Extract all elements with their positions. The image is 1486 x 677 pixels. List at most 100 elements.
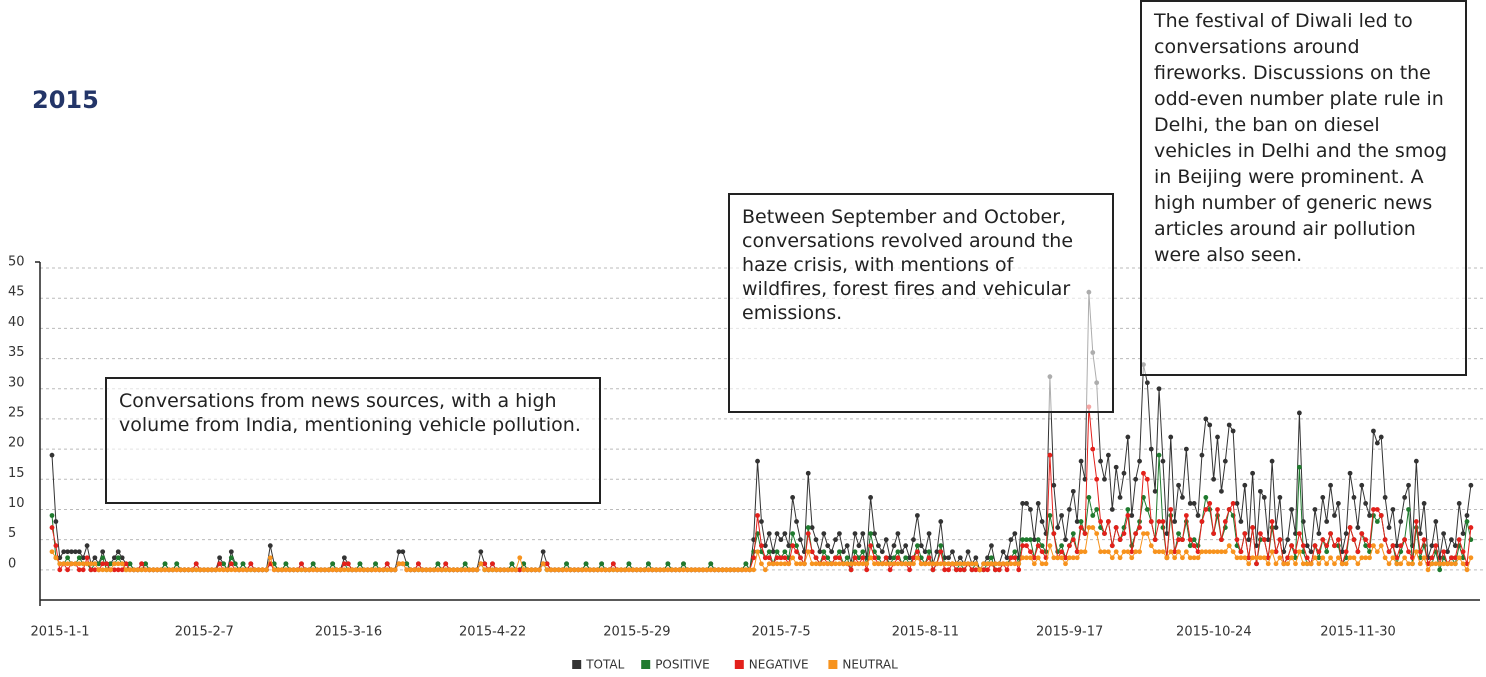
- data-point: [1386, 525, 1392, 530]
- data-point: [1425, 567, 1431, 573]
- data-point: [1020, 501, 1026, 506]
- data-point: [1406, 561, 1411, 567]
- data-point: [1398, 519, 1404, 524]
- data-point: [1156, 386, 1162, 392]
- data-point: [100, 555, 106, 561]
- data-point: [1133, 476, 1139, 482]
- data-point: [801, 561, 807, 567]
- data-point: [1460, 531, 1466, 537]
- data-point: [926, 555, 932, 561]
- data-point: [564, 561, 569, 567]
- data-point: [1066, 507, 1072, 512]
- x-tick-label: 2015-5-29: [603, 625, 670, 640]
- data-point: [1464, 519, 1470, 524]
- data-point: [338, 567, 343, 573]
- data-point: [1039, 561, 1045, 567]
- data-point: [1191, 555, 1197, 561]
- data-point: [1378, 434, 1384, 440]
- data-point: [1074, 555, 1080, 561]
- data-point: [1160, 458, 1166, 464]
- data-point: [1207, 549, 1213, 555]
- data-point: [186, 567, 191, 573]
- data-point: [302, 567, 308, 573]
- data-point: [478, 561, 484, 567]
- data-point: [1028, 507, 1033, 512]
- data-point: [1105, 549, 1111, 555]
- data-point: [80, 555, 86, 561]
- data-point: [166, 567, 172, 573]
- data-point: [992, 561, 998, 567]
- data-point: [1199, 519, 1205, 524]
- data-point: [583, 567, 589, 573]
- data-point: [1090, 513, 1096, 518]
- data-point: [1363, 501, 1369, 506]
- data-point: [1452, 543, 1458, 549]
- data-point: [774, 555, 780, 561]
- data-point: [782, 531, 788, 537]
- data-point: [903, 543, 909, 549]
- data-point: [922, 561, 928, 567]
- data-point: [49, 513, 55, 518]
- data-point: [1371, 428, 1376, 434]
- data-point: [205, 567, 211, 573]
- data-point: [1082, 531, 1088, 537]
- data-point: [646, 567, 651, 573]
- data-point: [1113, 464, 1119, 470]
- data-point: [930, 567, 936, 573]
- y-tick-label: 20: [8, 436, 25, 451]
- data-point: [1180, 494, 1185, 500]
- data-point: [603, 567, 608, 573]
- data-point: [704, 567, 710, 573]
- data-point: [1222, 519, 1228, 524]
- data-point: [396, 549, 402, 555]
- data-point: [404, 561, 410, 567]
- data-point: [864, 561, 870, 567]
- data-point: [610, 567, 616, 573]
- y-tick-label: 15: [8, 466, 25, 481]
- data-point: [1102, 531, 1107, 537]
- data-point: [119, 561, 125, 567]
- data-point: [1203, 416, 1209, 422]
- data-point: [1351, 555, 1357, 561]
- data-point: [1312, 543, 1318, 549]
- data-point: [1343, 561, 1349, 567]
- data-point: [1468, 555, 1474, 561]
- data-point: [1055, 555, 1061, 561]
- data-point: [334, 567, 339, 573]
- data-point: [115, 549, 121, 555]
- data-point: [1024, 501, 1029, 506]
- data-point: [232, 561, 238, 567]
- data-point: [217, 561, 223, 567]
- data-point: [579, 567, 585, 573]
- data-point: [209, 567, 215, 573]
- data-point: [755, 549, 760, 555]
- data-point: [267, 555, 273, 561]
- data-point: [1347, 555, 1353, 561]
- data-point: [1328, 482, 1333, 488]
- data-point: [1144, 531, 1150, 537]
- data-point: [525, 567, 530, 573]
- data-point: [1152, 488, 1158, 494]
- data-point: [384, 567, 390, 573]
- x-tick-label: 2015-3-16: [315, 625, 382, 640]
- data-point: [1312, 555, 1318, 561]
- data-point: [872, 555, 877, 561]
- data-point: [778, 537, 784, 543]
- data-point: [1433, 519, 1439, 524]
- data-point: [1374, 519, 1380, 524]
- data-point: [727, 567, 733, 573]
- data-point: [1413, 519, 1419, 524]
- data-point: [1258, 531, 1263, 537]
- data-point: [1191, 537, 1197, 543]
- data-point: [147, 567, 152, 573]
- data-point: [872, 561, 877, 567]
- data-point: [1320, 494, 1326, 500]
- data-point: [1281, 549, 1287, 555]
- data-point: [681, 561, 686, 567]
- y-tick-label: 0: [8, 556, 16, 571]
- data-point: [84, 561, 90, 567]
- data-point: [1176, 531, 1181, 537]
- data-point: [1187, 543, 1193, 549]
- data-point: [805, 525, 811, 530]
- data-point: [646, 561, 651, 567]
